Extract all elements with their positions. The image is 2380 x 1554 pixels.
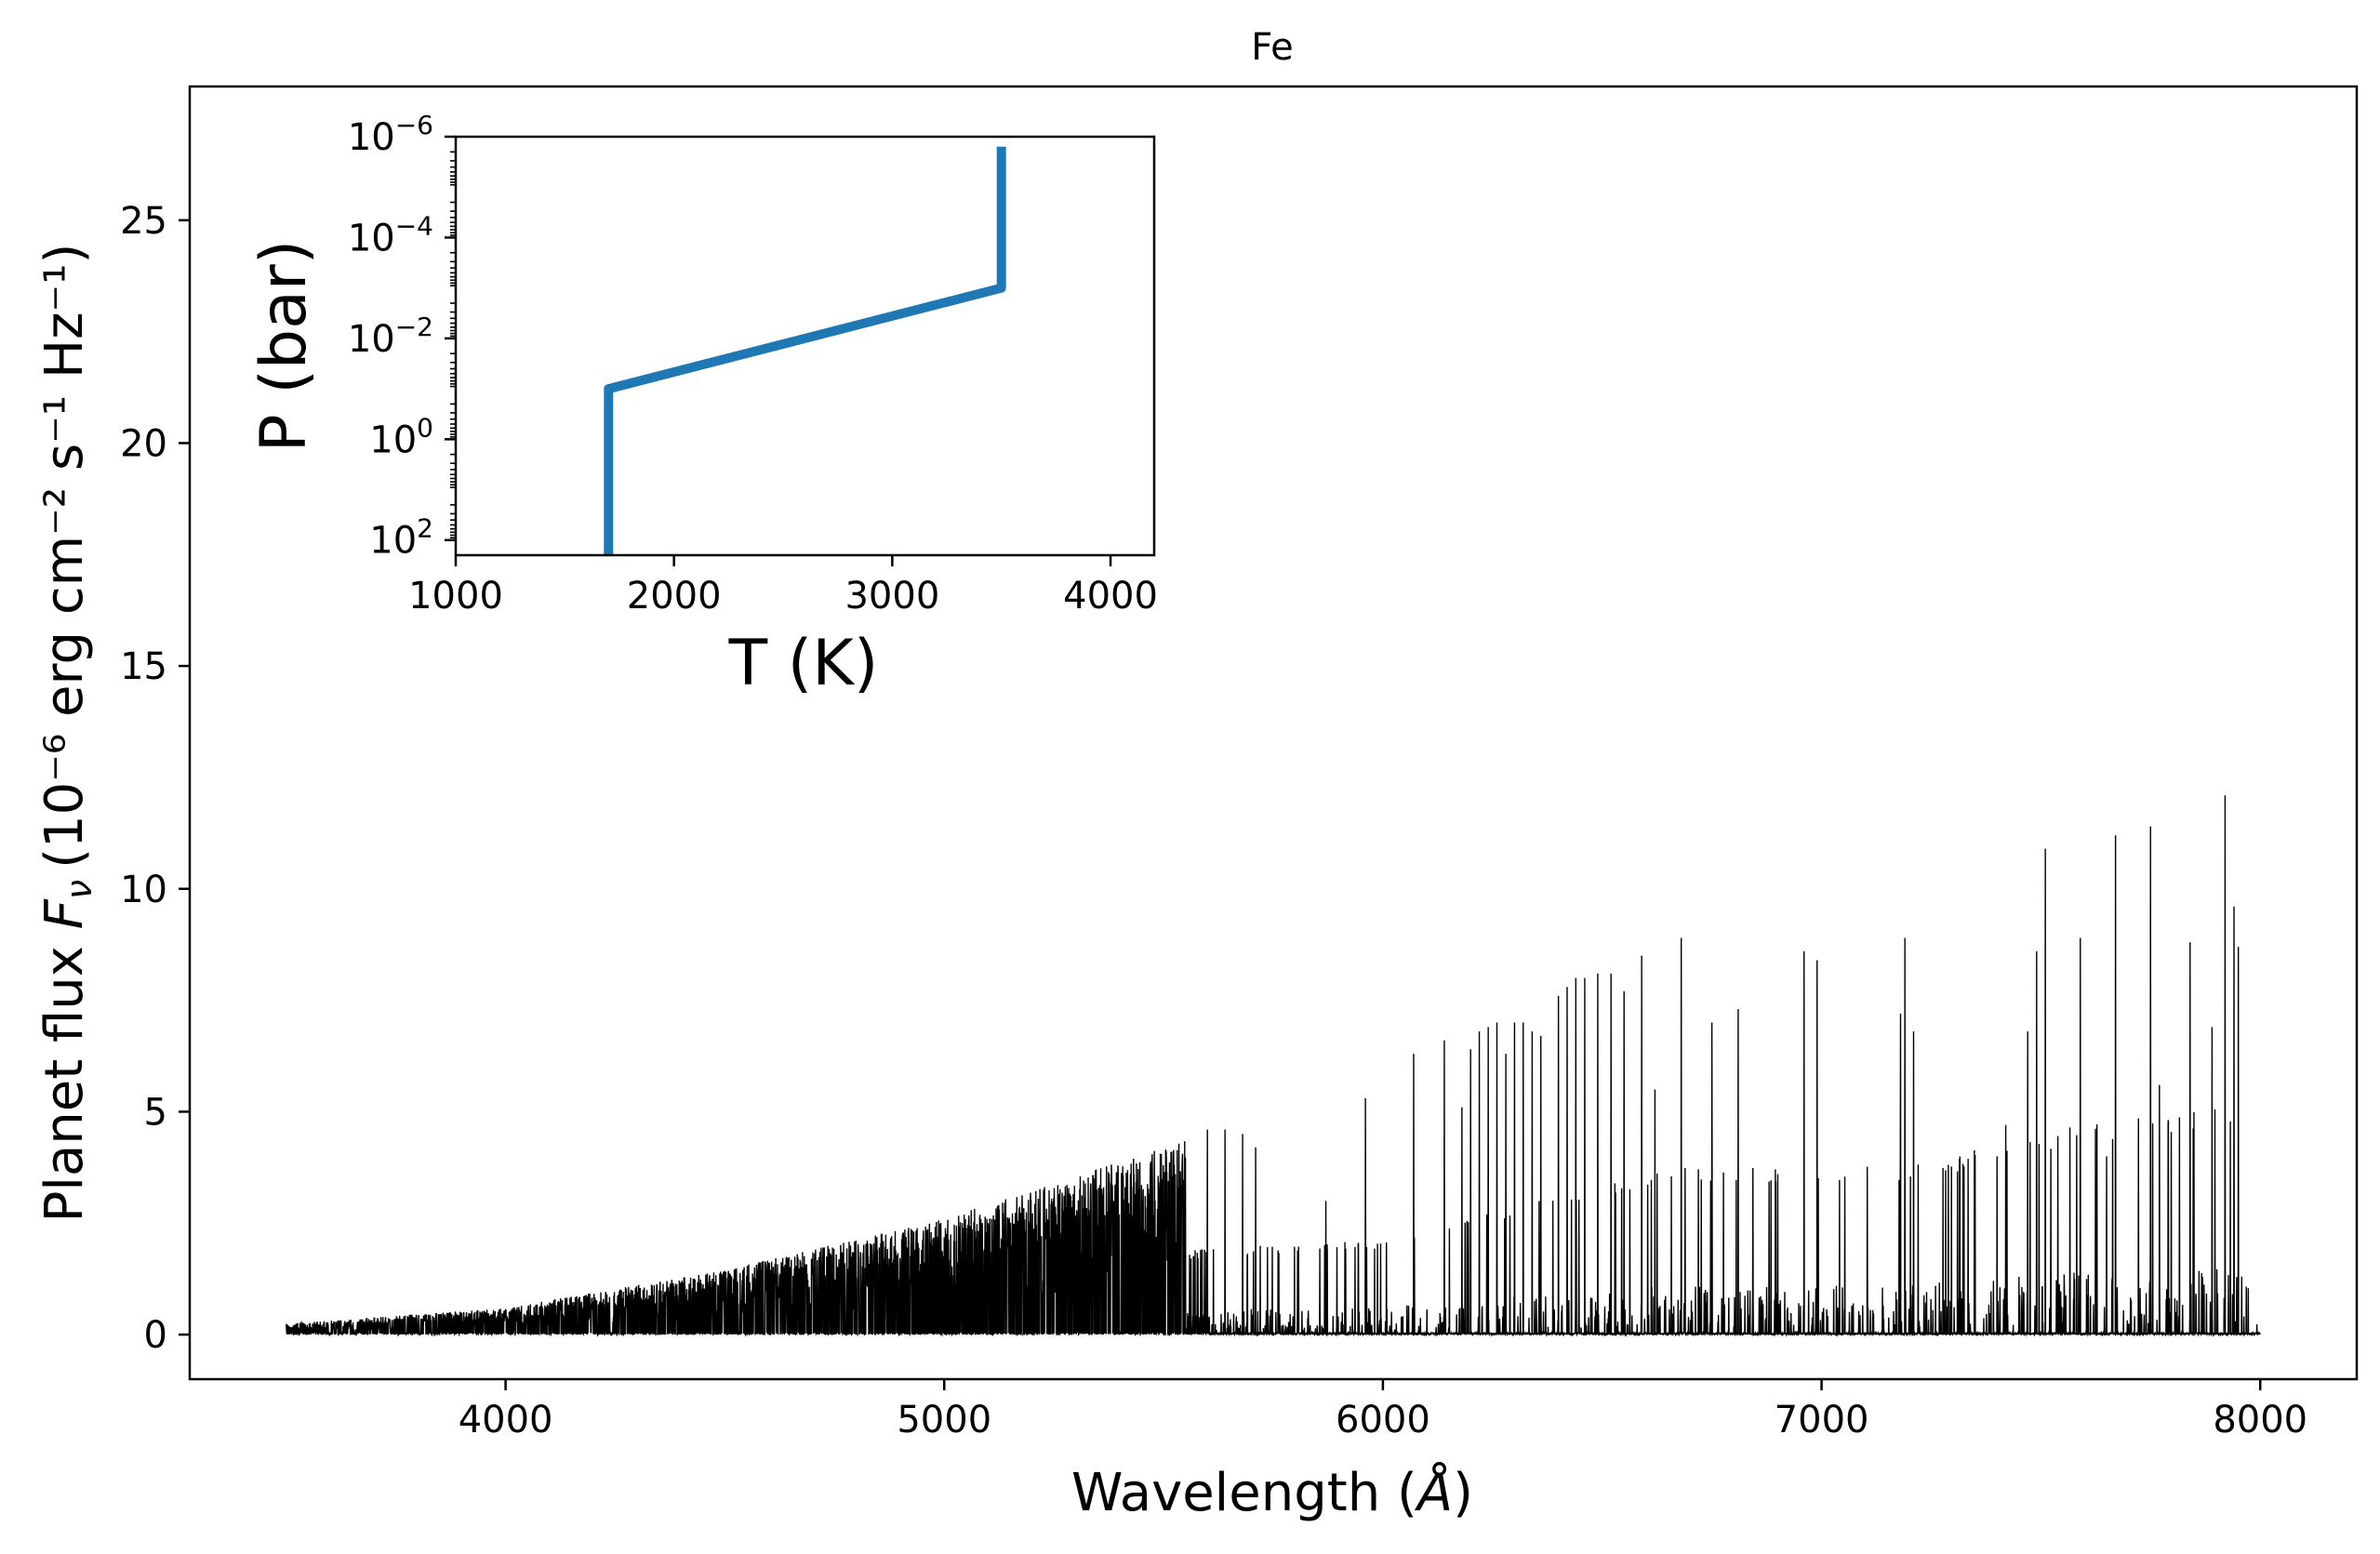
tick-exponent: 2 <box>417 513 433 544</box>
inset-y-axis-label: P (bar) <box>247 240 321 452</box>
inset-y-tick-label: 10−4 <box>348 210 433 259</box>
y-axis-label: Planet flux Fν (10⁻⁶ erg cm⁻² s⁻¹ Hz⁻¹) <box>34 244 100 1223</box>
inset-y-tick-label: 10−2 <box>348 312 433 361</box>
y-axis-label-symbol: F <box>34 898 95 929</box>
x-tick-label: 5000 <box>897 1399 991 1441</box>
x-axis-label-text: Wavelength <box>1071 1463 1380 1523</box>
inset-x-tick-label: 3000 <box>844 575 939 618</box>
y-ticks: 0 5 10 15 20 25 <box>120 200 190 1357</box>
y-tick-label: 25 <box>120 200 167 243</box>
x-tick-label: 4000 <box>459 1399 553 1441</box>
inset-profile <box>604 146 1006 555</box>
inset-y-tick-label: 10−6 <box>348 110 433 159</box>
y-tick-label: 5 <box>144 1091 167 1134</box>
y-tick-label: 10 <box>120 869 167 911</box>
tick-base: 10 <box>348 217 395 259</box>
x-tick-label: 6000 <box>1336 1399 1430 1441</box>
main-axes-frame <box>188 85 2359 1381</box>
inset-y-tick-label: 100 <box>369 412 433 461</box>
y-tick-label: 0 <box>144 1314 167 1357</box>
tick-base: 10 <box>348 318 395 361</box>
tick-exponent: −4 <box>395 210 433 241</box>
inset-background <box>456 137 1154 555</box>
spectrum-lines <box>286 795 2261 1337</box>
x-axis-label-unit: Å <box>1415 1462 1453 1523</box>
inset-x-tick-label: 4000 <box>1063 575 1158 618</box>
y-axis-label-units: (10⁻⁶ erg cm⁻² s⁻¹ Hz⁻¹) <box>34 244 95 869</box>
y-axis-label-prefix: Planet flux <box>34 929 95 1222</box>
tick-base: 10 <box>348 116 395 159</box>
x-tick-label: 8000 <box>2213 1399 2307 1441</box>
inset-y-tick-label: 102 <box>369 513 433 563</box>
inset-x-tick-label: 2000 <box>627 575 722 618</box>
tick-exponent: −2 <box>395 312 433 342</box>
inset-x-tick-label: 1000 <box>408 575 503 618</box>
tp-profile-line <box>604 146 1006 555</box>
y-tick-label: 20 <box>120 422 167 465</box>
tick-base: 10 <box>369 520 417 563</box>
inset-x-axis-label: T (K) <box>728 627 879 700</box>
x-tick-label: 7000 <box>1775 1399 1869 1441</box>
tick-exponent: 0 <box>417 412 433 443</box>
x-ticks: 4000 5000 6000 7000 8000 <box>459 1379 2307 1441</box>
x-axis-label: Wavelength (Å) <box>1071 1462 1473 1523</box>
inset-x-ticks: 1000 2000 3000 4000 <box>408 555 1158 618</box>
tick-base: 10 <box>369 418 417 461</box>
y-tick-label: 15 <box>120 645 167 688</box>
inset-axes-frame <box>454 135 1156 557</box>
tick-exponent: −6 <box>395 110 433 140</box>
chart-title: Fe <box>1251 26 1293 69</box>
spectrum-series <box>286 795 2261 1337</box>
y-axis-label-subscript: ν <box>59 880 100 899</box>
